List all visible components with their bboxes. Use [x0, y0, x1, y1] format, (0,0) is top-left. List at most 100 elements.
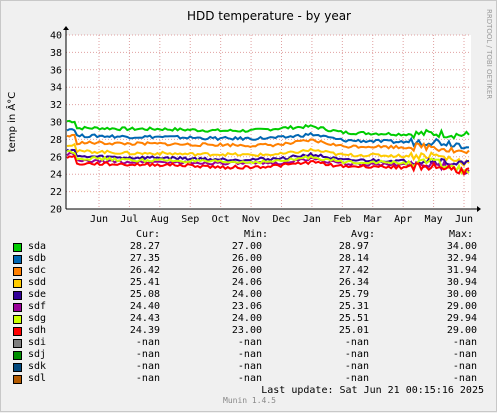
legend-value-avg: 25.31: [338, 301, 369, 312]
legend-value-max: 30.94: [446, 277, 477, 288]
y-tick-label: 38: [50, 48, 62, 59]
legend-value-cur: 25.08: [129, 289, 160, 300]
legend-value-min: 23.00: [231, 325, 262, 336]
legend-series-name: sdc: [28, 265, 47, 276]
munin-version-footer: Munin 1.4.5: [223, 396, 276, 405]
legend-value-max: -nan: [452, 349, 477, 360]
legend-value-avg: -nan: [344, 337, 369, 348]
series-line-sdc: [66, 133, 470, 155]
last-update-text: Last update: Sat Jun 21 00:15:16 2025: [261, 385, 484, 396]
y-tick-label: 22: [50, 187, 62, 198]
legend-value-cur: -nan: [135, 373, 160, 384]
rrdtool-watermark: RRDTOOL / TOBI OETIKER: [485, 9, 493, 99]
x-tick-label: Jun: [90, 214, 108, 225]
legend-color-swatch: [13, 339, 22, 348]
legend-color-swatch: [13, 255, 22, 264]
y-tick-label: 24: [50, 170, 62, 181]
y-tick-label: 36: [50, 65, 62, 76]
legend-value-max: 29.00: [446, 301, 477, 312]
legend-row-sdg: sdg 24.43 24.00 25.51 29.94: [1, 313, 497, 325]
legend-series-name: sdh: [28, 325, 47, 336]
series-line-sdb: [66, 128, 470, 150]
legend-series-name: sdl: [28, 373, 47, 384]
legend-value-avg: -nan: [344, 373, 369, 384]
legend-value-max: 31.94: [446, 265, 477, 276]
x-tick-label: Nov: [242, 214, 260, 225]
legend-value-avg: -nan: [344, 349, 369, 360]
legend-value-avg: 28.14: [338, 253, 369, 264]
legend-color-swatch: [13, 363, 22, 372]
legend-color-swatch: [13, 291, 22, 300]
legend-value-avg: 25.01: [338, 325, 369, 336]
legend-value-max: 34.00: [446, 241, 477, 252]
legend-value-min: -nan: [237, 361, 262, 372]
x-tick-label: Oct: [212, 214, 230, 225]
legend-series-name: sdb: [28, 253, 47, 264]
legend-row-sdf: sdf 24.40 23.06 25.31 29.00: [1, 301, 497, 313]
legend-row-sdl: sdl -nan -nan -nan -nan: [1, 373, 497, 385]
legend-value-max: 30.00: [446, 289, 477, 300]
legend-value-min: -nan: [237, 337, 262, 348]
legend-color-swatch: [13, 327, 22, 336]
legend-row-sdi: sdi -nan -nan -nan -nan: [1, 337, 497, 349]
legend-value-max: -nan: [452, 373, 477, 384]
legend-value-cur: -nan: [135, 361, 160, 372]
x-tick-label: May: [425, 214, 443, 225]
legend-value-cur: 25.41: [129, 277, 160, 288]
x-tick-label: Aug: [151, 214, 169, 225]
legend-value-max: -nan: [452, 361, 477, 372]
legend-color-swatch: [13, 243, 22, 252]
legend-value-cur: 28.27: [129, 241, 160, 252]
legend-series-name: sdi: [28, 337, 47, 348]
series-line-sdg: [66, 149, 470, 175]
legend-value-avg: 28.97: [338, 241, 369, 252]
legend-value-max: 29.00: [446, 325, 477, 336]
legend-value-min: 24.00: [231, 313, 262, 324]
y-tick-label: 20: [50, 205, 62, 216]
legend-row-sdb: sdb 27.35 26.00 28.14 32.94: [1, 253, 497, 265]
legend-row-sde: sde 25.08 24.00 25.79 30.00: [1, 289, 497, 301]
legend-series-name: sde: [28, 289, 47, 300]
legend-value-avg: 27.42: [338, 265, 369, 276]
x-tick-label: Jan: [303, 214, 321, 225]
y-tick-label: 28: [50, 135, 62, 146]
legend-value-cur: 26.42: [129, 265, 160, 276]
x-tick-label: Dec: [272, 214, 290, 225]
y-tick-label: 32: [50, 100, 62, 111]
y-tick-label: 40: [50, 31, 62, 42]
chart-title: HDD temperature - by year: [187, 9, 351, 23]
series-line-sde: [66, 148, 470, 167]
legend-value-avg: 26.34: [338, 277, 369, 288]
legend-header-cur: Cur:: [136, 229, 161, 240]
x-tick-label: Mar: [364, 214, 382, 225]
legend-series-name: sda: [28, 241, 47, 252]
legend-row-sda: sda 28.27 27.00 28.97 34.00: [1, 241, 497, 253]
legend-color-swatch: [13, 351, 22, 360]
legend-value-max: 32.94: [446, 253, 477, 264]
x-tick-label: Apr: [394, 214, 412, 225]
legend-header-max: Max:: [449, 229, 474, 240]
legend-value-max: -nan: [452, 337, 477, 348]
legend-row-sdj: sdj -nan -nan -nan -nan: [1, 349, 497, 361]
legend-series-name: sdk: [28, 361, 47, 372]
legend-color-swatch: [13, 279, 22, 288]
legend-value-cur: 24.39: [129, 325, 160, 336]
legend-value-min: -nan: [237, 349, 262, 360]
series-line-sdh: [66, 154, 470, 177]
legend-header-row: Cur: Min: Avg: Max:: [1, 229, 497, 241]
legend-value-max: 29.94: [446, 313, 477, 324]
legend-value-avg: 25.51: [338, 313, 369, 324]
legend-value-min: 26.00: [231, 265, 262, 276]
y-tick-label: 34: [50, 83, 62, 94]
y-axis-label: temp in Â°C: [5, 92, 18, 152]
legend-row-sdk: sdk -nan -nan -nan -nan: [1, 361, 497, 373]
legend-header-avg: Avg:: [351, 229, 376, 240]
x-tick-label: Jul: [120, 214, 138, 225]
legend-series-name: sdf: [28, 301, 47, 312]
legend-value-cur: 27.35: [129, 253, 160, 264]
legend-value-min: 26.00: [231, 253, 262, 264]
legend-value-avg: -nan: [344, 361, 369, 372]
legend-value-min: 23.06: [231, 301, 262, 312]
